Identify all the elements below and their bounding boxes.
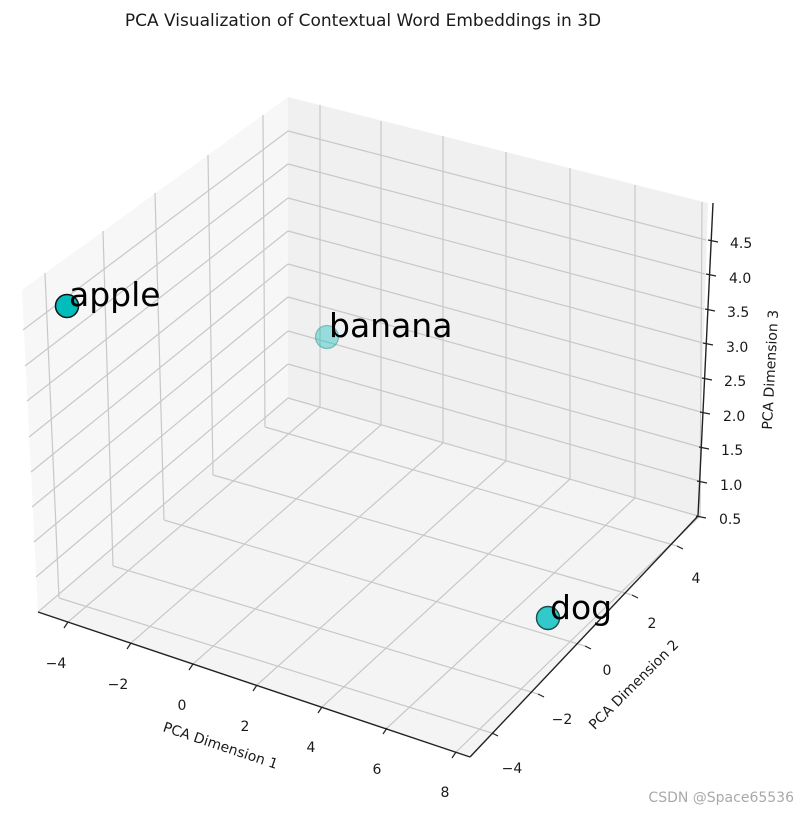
y-axis-ticks: −4 −2 0 2 4 — [491, 545, 701, 777]
x-axis-ticks: −4 −2 0 2 4 6 8 — [46, 621, 457, 801]
z-axis-ticks: 0.5 1.0 1.5 2.0 2.5 3.0 3.5 4.0 4.5 — [695, 236, 752, 528]
z-tick-label: 1.0 — [720, 478, 742, 494]
y-tick-label: 4 — [692, 571, 701, 587]
z-axis-label: PCA Dimension 3 — [760, 309, 782, 430]
point-banana[interactable]: banana — [314, 306, 453, 350]
z-tick-label: 2.0 — [723, 409, 745, 425]
left-pane — [22, 97, 288, 612]
y-axis-line — [469, 515, 699, 758]
x-tick-label: 6 — [373, 762, 382, 778]
z-tick-label: 3.0 — [726, 340, 748, 356]
x-axis-label: PCA Dimension 1 — [161, 720, 280, 773]
z-tick-label: 1.5 — [721, 443, 743, 459]
point-dog[interactable]: dog — [535, 588, 613, 631]
point-label: dog — [550, 588, 612, 627]
back-pane — [288, 97, 708, 516]
point-label: apple — [69, 275, 161, 314]
z-tick-label: 3.5 — [727, 305, 749, 321]
watermark: CSDN @Space65536 — [648, 790, 794, 806]
y-tick-label: 2 — [648, 616, 657, 632]
marker-dot — [535, 605, 561, 631]
y-tick-label: −2 — [552, 712, 573, 728]
point-label: banana — [329, 306, 452, 345]
point-apple[interactable]: apple — [54, 275, 161, 319]
x-tick-label: 0 — [178, 698, 187, 714]
axis-lines — [37, 202, 714, 758]
x-axis-line — [37, 611, 471, 758]
x-tick-label: 2 — [241, 719, 250, 735]
z-tick-label: 4.5 — [730, 236, 752, 252]
z-tick-label: 2.5 — [724, 374, 746, 390]
chart-title: PCA Visualization of Contextual Word Emb… — [125, 11, 601, 31]
z-tick-label: 4.0 — [729, 271, 751, 287]
marker-dot — [54, 293, 80, 319]
x-tick-label: 4 — [307, 740, 316, 756]
x-tick-label: −2 — [108, 677, 129, 693]
marker-dot — [314, 324, 340, 350]
x-tick-label: −4 — [46, 656, 67, 672]
z-tick-label: 0.5 — [719, 512, 741, 528]
y-tick-label: 0 — [603, 663, 612, 679]
y-tick-label: −4 — [502, 761, 523, 777]
y-axis-label: PCA Dimension 2 — [586, 637, 682, 733]
data-points: apple banana dog — [54, 275, 613, 631]
x-tick-label: 8 — [441, 785, 450, 801]
z-axis-line — [697, 202, 714, 517]
axes-panes — [22, 97, 708, 757]
